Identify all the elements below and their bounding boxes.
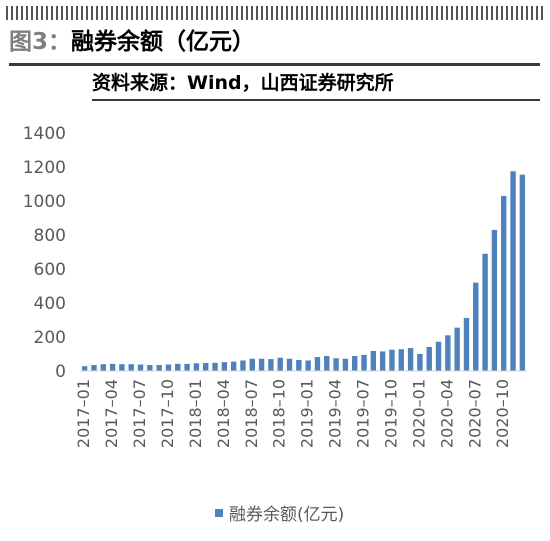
x-tick-label: 2020–10 <box>493 379 512 448</box>
x-tick-label: 2017–07 <box>130 379 149 448</box>
bar <box>333 358 339 371</box>
bar <box>407 348 414 371</box>
bar <box>361 354 367 371</box>
bar <box>119 364 125 371</box>
x-tick-label: 2018–07 <box>242 379 261 448</box>
x-tick-label: 2017–10 <box>158 379 177 448</box>
x-tick-label: 2017–04 <box>102 379 121 448</box>
bar <box>184 363 190 371</box>
bar <box>426 346 432 371</box>
bar <box>454 327 460 371</box>
bar <box>510 171 516 371</box>
x-tick-label: 2018–10 <box>270 379 289 448</box>
legend-label: 融券余额(亿元) <box>229 505 345 525</box>
x-tick-label: 2017–01 <box>74 379 93 448</box>
source-note: 资料来源：Wind，山西证券研究所 <box>92 72 394 94</box>
figure-label: 图3： <box>9 29 72 55</box>
bar <box>109 363 116 371</box>
bar <box>212 362 218 371</box>
bar <box>286 358 293 371</box>
bar <box>501 195 507 371</box>
bar <box>519 174 526 371</box>
y-tick-label: 0 <box>55 362 66 382</box>
bar <box>473 282 479 371</box>
bar <box>230 361 237 371</box>
bar <box>389 349 395 371</box>
bar <box>445 335 451 371</box>
bar <box>81 366 88 371</box>
legend-swatch <box>215 509 223 517</box>
figure-title-text: 融券余额（亿元） <box>71 29 256 55</box>
y-tick-label: 400 <box>34 294 66 314</box>
header-stripe-pattern <box>6 6 544 20</box>
bar <box>417 354 423 371</box>
x-tick-label: 2018–04 <box>214 379 233 448</box>
bar <box>482 253 488 371</box>
bar <box>147 365 153 371</box>
bar <box>193 363 200 371</box>
bar <box>463 317 470 371</box>
x-tick-label: 2019–07 <box>354 379 373 448</box>
x-tick-label: 2019–04 <box>326 379 345 448</box>
y-tick-label: 800 <box>34 226 66 246</box>
bar <box>156 365 162 371</box>
bar <box>91 365 97 371</box>
chart-legend: 融券余额(亿元) <box>215 503 344 527</box>
bar <box>398 349 404 371</box>
bar <box>352 356 358 371</box>
bar <box>203 363 209 371</box>
y-tick-label: 1400 <box>23 124 66 144</box>
figure-title: 图3：融券余额（亿元） <box>9 24 255 60</box>
bar <box>435 341 442 371</box>
bar <box>165 364 172 371</box>
bar <box>296 359 302 371</box>
bar <box>249 358 255 371</box>
y-tick-label: 600 <box>34 260 66 280</box>
bar <box>137 364 144 371</box>
bar <box>221 362 228 371</box>
bar <box>370 350 377 371</box>
title-divider <box>9 63 540 66</box>
x-tick-label: 2020–01 <box>409 379 428 448</box>
bar <box>305 360 311 371</box>
x-tick-label: 2019–10 <box>381 379 400 448</box>
y-tick-label: 1200 <box>23 158 66 178</box>
bar <box>128 364 134 371</box>
bar <box>175 363 181 371</box>
bar <box>100 364 106 371</box>
bar <box>342 358 349 371</box>
bar <box>277 357 283 371</box>
bar <box>379 351 386 371</box>
bar <box>258 358 265 371</box>
x-tick-label: 2020–04 <box>437 379 456 448</box>
bar <box>324 356 330 371</box>
y-tick-label: 1000 <box>23 192 66 212</box>
bar-chart: 0 200 400 600 800 1000 1200 1400 2017–01 2017–04 2… <box>23 124 527 448</box>
bar <box>491 229 498 371</box>
bar <box>314 357 321 371</box>
y-tick-label: 200 <box>34 328 66 348</box>
x-tick-label: 2019–01 <box>298 379 317 448</box>
bar <box>268 359 274 371</box>
source-divider <box>92 99 540 101</box>
x-tick-label: 2018–01 <box>186 379 205 448</box>
bar <box>240 360 246 371</box>
x-tick-label: 2020–07 <box>465 379 484 448</box>
